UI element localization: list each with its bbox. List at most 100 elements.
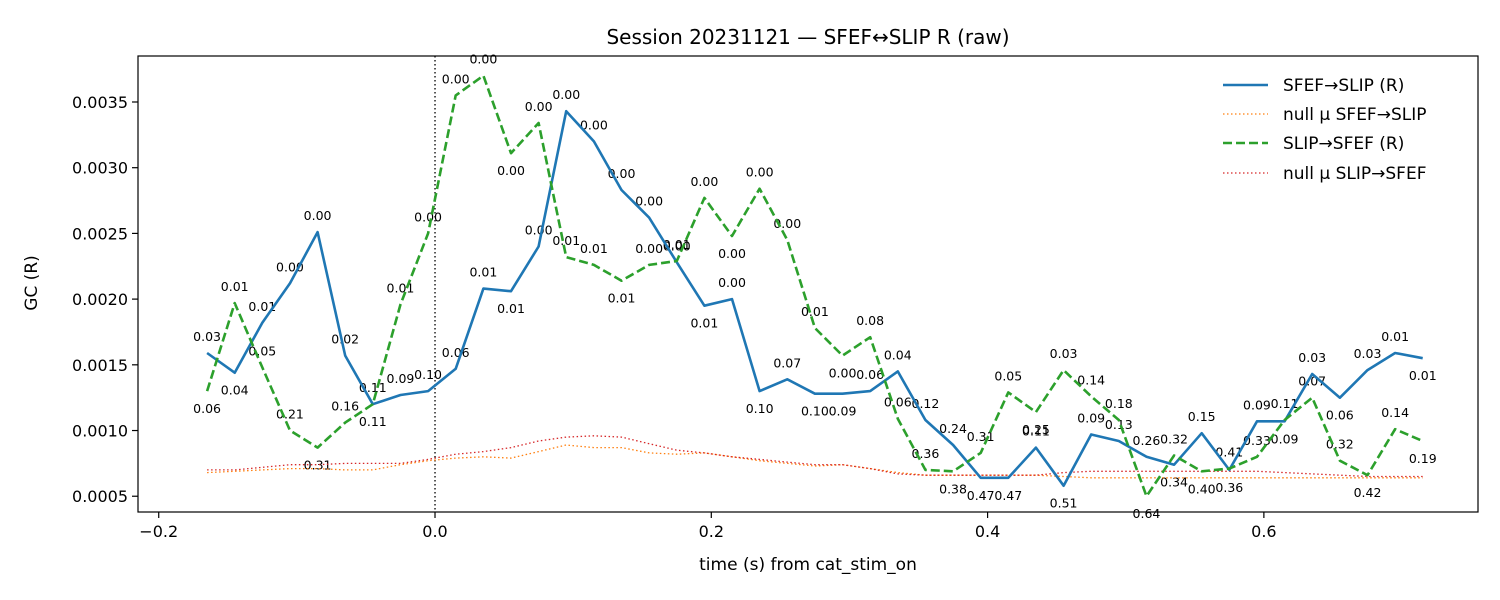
series-1-point <box>289 467 291 469</box>
series-0-point <box>924 419 926 421</box>
data-label: 0.47 <box>994 488 1022 503</box>
legend: SFEF→SLIP (R) null μ SFEF→SLIP SLIP→SFEF… <box>1210 66 1472 196</box>
series-1-point <box>316 467 318 469</box>
y-tick-label: 0.0010 <box>72 422 128 441</box>
data-label: 0.06 <box>1326 408 1354 423</box>
data-label: 0.01 <box>801 304 829 319</box>
series-2-point <box>1035 411 1037 413</box>
legend-entry-null-slip-sfef: null μ SLIP→SFEF <box>1283 164 1426 184</box>
series-2-point <box>261 366 263 368</box>
data-label: 0.18 <box>1105 396 1133 411</box>
series-0-point <box>565 110 567 112</box>
series-1-point <box>1145 477 1147 479</box>
series-2-point <box>482 75 484 77</box>
data-label: 0.16 <box>331 399 359 414</box>
series-3-point <box>399 462 401 464</box>
series-3-point <box>758 458 760 460</box>
series-1-point <box>676 453 678 455</box>
y-tick-label: 0.0020 <box>72 290 128 309</box>
x-tick-label: 0.6 <box>1251 522 1276 541</box>
data-label: 0.02 <box>331 332 359 347</box>
series-2-point <box>455 94 457 96</box>
y-tick-label: 0.0005 <box>72 487 128 506</box>
series-0-point <box>1007 477 1009 479</box>
series-2-point <box>1118 419 1120 421</box>
series-2-point <box>979 452 981 454</box>
series-2-point <box>1394 428 1396 430</box>
series-2-point <box>372 403 374 405</box>
data-label: 0.00 <box>690 174 718 189</box>
data-label: 0.08 <box>856 313 884 328</box>
y-tick-label: 0.0030 <box>72 159 128 178</box>
series-1-point <box>1256 477 1258 479</box>
series-2-point <box>814 327 816 329</box>
series-0-point <box>1035 446 1037 448</box>
data-label: 0.09 <box>1077 410 1105 425</box>
series-3-point <box>897 473 899 475</box>
series-0-point <box>841 393 843 395</box>
series-line-2 <box>205 74 1424 498</box>
series-0-point <box>1090 433 1092 435</box>
series-3-point <box>841 463 843 465</box>
series-2-point <box>703 197 705 199</box>
data-label: 0.06 <box>856 367 884 382</box>
series-2-point <box>1256 456 1258 458</box>
series-2-point <box>1090 395 1092 397</box>
x-tick-label: 0.4 <box>975 522 1000 541</box>
series-0-point <box>731 298 733 300</box>
y-tick-label: 0.0015 <box>72 356 128 375</box>
series-3-point <box>234 469 236 471</box>
series-2-point <box>1228 467 1230 469</box>
series-2-point <box>1145 495 1147 497</box>
series-0-point <box>620 189 622 191</box>
data-label: 0.06 <box>884 395 912 410</box>
data-label: 0.00 <box>746 165 774 180</box>
data-label: 0.00 <box>525 223 553 238</box>
series-0-point <box>1256 420 1258 422</box>
series-3-point <box>537 440 539 442</box>
series-0-point <box>1422 357 1424 359</box>
data-label: 0.00 <box>829 366 857 381</box>
legend-entry-null-sfef-slip: null μ SFEF→SLIP <box>1283 105 1426 125</box>
data-label: 0.40 <box>1188 481 1216 496</box>
series-1-point <box>344 469 346 471</box>
series-0-point <box>1339 396 1341 398</box>
data-label: 0.11 <box>1022 424 1050 439</box>
series-3-point <box>1394 475 1396 477</box>
series-2-point <box>1283 419 1285 421</box>
series-0-point <box>482 287 484 289</box>
series-2-point <box>952 470 954 472</box>
data-label: 0.01 <box>552 233 580 248</box>
series-3-point <box>676 449 678 451</box>
data-label: 0.11 <box>359 414 387 429</box>
series-1-point <box>648 452 650 454</box>
data-label: 0.32 <box>1326 437 1354 452</box>
series-2-point <box>1311 396 1313 398</box>
series-2-point <box>344 421 346 423</box>
series-3-point <box>1422 475 1424 477</box>
data-label: 0.00 <box>442 71 470 86</box>
legend-entry-slip-sfef: SLIP→SFEF (R) <box>1283 134 1404 154</box>
data-label: 0.38 <box>939 481 967 496</box>
data-label: 0.00 <box>304 208 332 223</box>
series-2-point <box>289 429 291 431</box>
data-label: 0.10 <box>414 367 442 382</box>
series-3-point <box>565 436 567 438</box>
series-0-point <box>316 231 318 233</box>
series-3-point <box>952 474 954 476</box>
x-tick-label: 0.2 <box>699 522 724 541</box>
series-3-point <box>344 462 346 464</box>
series-3-point <box>289 463 291 465</box>
series-2-point <box>897 417 899 419</box>
series-2-point <box>1062 369 1064 371</box>
series-0-point <box>1311 373 1313 375</box>
series-2-point <box>924 469 926 471</box>
series-3-point <box>731 456 733 458</box>
data-label: 0.33 <box>1243 433 1271 448</box>
series-0-point <box>1145 456 1147 458</box>
data-label: 0.00 <box>580 117 608 132</box>
series-1-point <box>1090 477 1092 479</box>
data-label: 0.07 <box>773 355 801 370</box>
